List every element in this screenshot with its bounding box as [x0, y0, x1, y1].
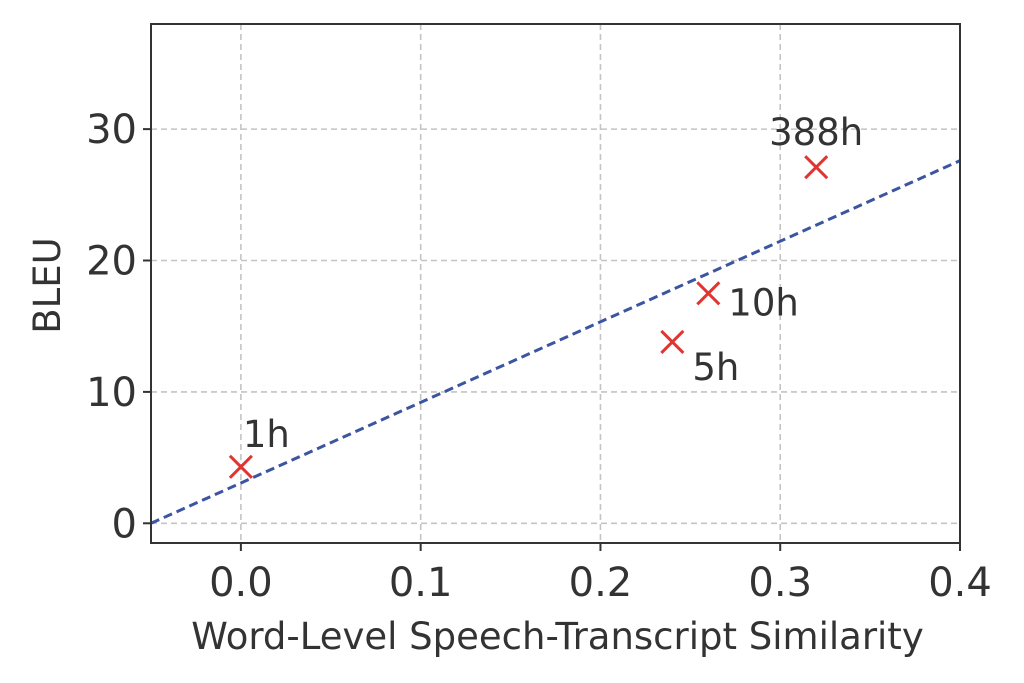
grid-lines [151, 24, 961, 543]
fit-line [150, 159, 961, 525]
x-tick-label: 0.3 [748, 560, 812, 606]
data-point-label: 10h [728, 281, 799, 324]
x-tick-label: 0.2 [569, 560, 633, 606]
x-marker-stroke [660, 329, 685, 355]
data-point: 388h [769, 111, 863, 180]
data-point-label: 5h [692, 346, 739, 389]
x-marker-stroke [696, 281, 721, 306]
data-point-label: 1h [243, 413, 290, 456]
data-point: 1h [228, 413, 290, 479]
y-tick-label: 0 [112, 501, 137, 547]
y-axis-title: BLEU [26, 237, 69, 333]
x-axis-ticks: 0.0 0.1 0.2 0.3 0.4 [209, 543, 992, 606]
x-tick-label: 0.0 [209, 560, 273, 606]
y-tick-label: 10 [86, 370, 137, 416]
y-tick-label: 20 [86, 239, 137, 285]
y-axis-ticks: 0 10 20 30 [86, 107, 151, 547]
x-axis-title: Word-Level Speech-Transcript Similarity [191, 615, 923, 658]
fit-line-group [150, 159, 961, 525]
x-marker-stroke [804, 155, 829, 180]
x-tick-label: 0.1 [389, 560, 453, 606]
y-tick-label: 30 [86, 107, 137, 153]
data-point-label: 388h [769, 111, 863, 154]
x-marker-stroke [228, 454, 253, 479]
data-points: 1h 5h 10h 388h [228, 111, 863, 479]
x-tick-label: 0.4 [928, 560, 992, 606]
data-point: 5h [660, 329, 739, 389]
data-point: 10h [696, 281, 799, 324]
plot-frame [150, 23, 961, 544]
